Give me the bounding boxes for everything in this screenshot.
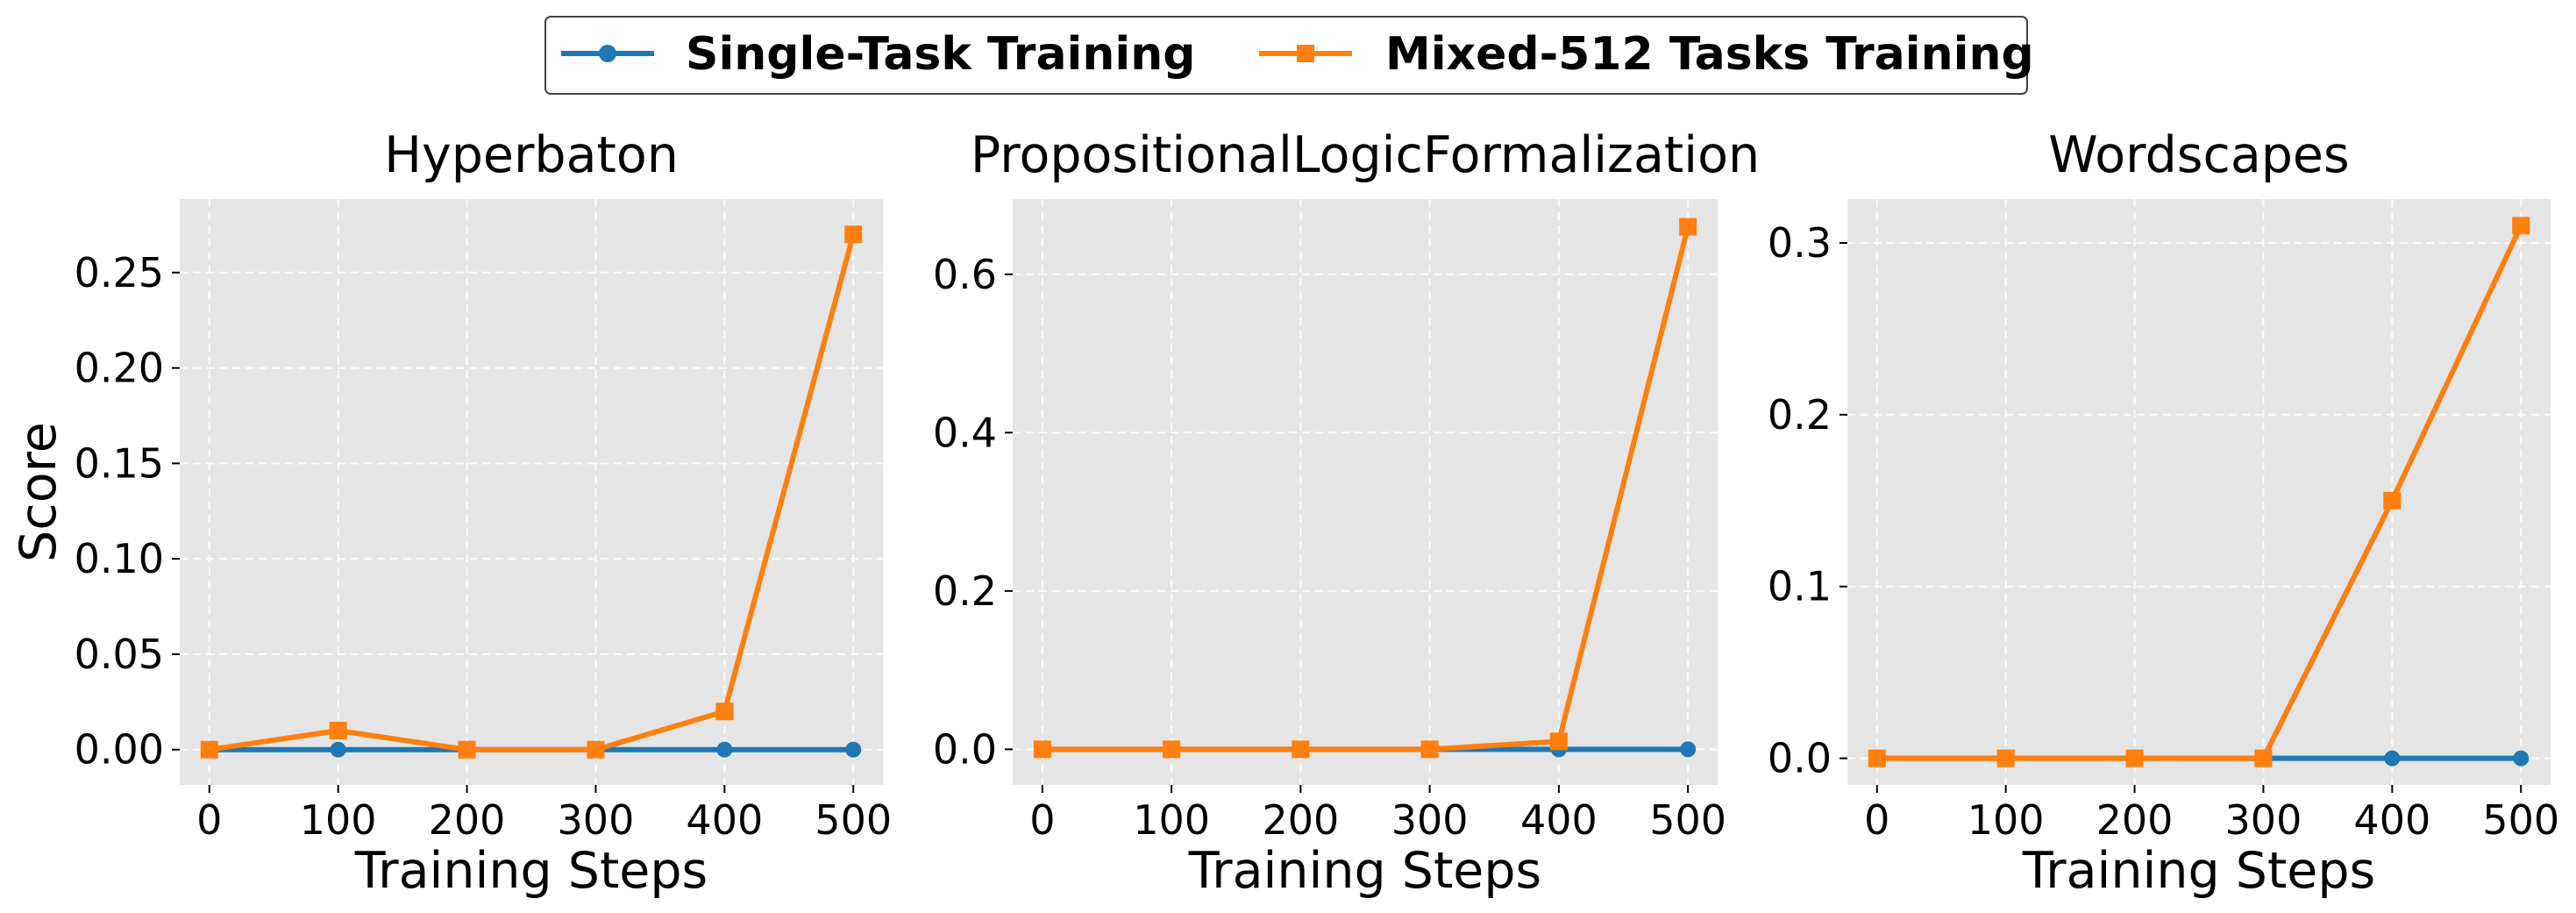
x-axis-label: Training Steps <box>1188 842 1542 900</box>
subplot-title: PropositionalLogicFormalization <box>971 126 1760 184</box>
x-tick-label: 100 <box>1968 796 2045 844</box>
x-tick-label: 0 <box>1864 796 1889 844</box>
legend-marker-circle <box>599 45 616 62</box>
legend-marker-square <box>1297 45 1314 62</box>
x-tick-label: 400 <box>686 796 763 844</box>
axes-layer: 0 100 200 300 400 500 0.0 0.2 0.4 0.6 <box>933 199 1726 844</box>
series-mixed-512-point <box>2125 749 2144 767</box>
series-mixed-512-point <box>715 703 734 721</box>
series-mixed-512-point <box>458 740 476 759</box>
plot-area <box>1013 199 1718 785</box>
series-mixed-512-line <box>1039 224 1691 753</box>
series-mixed-512-point <box>1163 740 1181 759</box>
x-tick-label: 200 <box>1262 796 1339 844</box>
x-tick-label: 500 <box>1649 796 1726 844</box>
x-tick-label: 0 <box>196 796 222 844</box>
series-single-task-point <box>2384 750 2401 767</box>
subplot-wordscapes: Wordscapes 0 100 200 300 400 5000.00.10.20.3 … <box>1768 126 2559 900</box>
y-tick-label: 0.20 <box>75 345 164 392</box>
series-mixed-512-line <box>206 232 857 753</box>
x-tick-label: 200 <box>2096 796 2174 844</box>
series-single-task-point <box>716 741 733 758</box>
y-tick-label: 0.0 <box>933 725 997 773</box>
x-tick-label: 100 <box>300 796 377 844</box>
legend-item-single-task: Single-Task Training <box>561 28 1195 81</box>
y-tick-label: 0.1 <box>1768 563 1832 610</box>
series-mixed-512-point <box>1420 740 1439 759</box>
series-mixed-512-point <box>1292 740 1310 759</box>
x-tick-label: 300 <box>2225 796 2302 844</box>
x-tick-label: 400 <box>2353 796 2430 844</box>
legend-label-single-task: Single-Task Training <box>686 28 1195 81</box>
y-tick-label: 0.4 <box>933 409 997 456</box>
series-mixed-512-point <box>329 721 347 739</box>
series-mixed-512-point <box>1033 740 1051 759</box>
plot-area <box>1847 199 2551 785</box>
y-tick-label: 0.2 <box>933 567 997 615</box>
series-mixed-512-point <box>1868 749 1886 767</box>
series-mixed-512-point <box>844 225 863 244</box>
x-tick-label: 0 <box>1029 796 1055 844</box>
x-tick-label: 100 <box>1133 796 1210 844</box>
y-tick-label: 0.3 <box>1768 219 1832 267</box>
series-single-task-point <box>845 741 862 758</box>
subplot-title: Hyperbaton <box>384 126 679 184</box>
x-tick-label: 400 <box>1520 796 1598 844</box>
x-tick-label: 500 <box>2482 796 2559 844</box>
series-mixed-512-point <box>200 740 218 759</box>
plot-area <box>180 199 883 785</box>
y-tick-label: 0.25 <box>75 249 164 296</box>
y-tick-label: 0.15 <box>75 439 164 487</box>
series-mixed-512-point <box>1549 732 1568 751</box>
subplot-hyperbaton: Hyperbaton 0 100 200 300 400 5000.000.050.100… <box>10 126 892 900</box>
y-tick-label: 0.10 <box>75 535 164 582</box>
y-tick-label: 0.00 <box>75 726 164 774</box>
series-mixed-512-point <box>2254 749 2273 767</box>
series-single-task-point <box>2513 750 2530 767</box>
series-mixed-512-point <box>2383 491 2402 510</box>
series-mixed-512-point <box>1996 749 2015 767</box>
x-tick-label: 500 <box>815 796 892 844</box>
legend-label-mixed-512: Mixed-512 Tasks Training <box>1385 28 2034 81</box>
x-tick-label: 300 <box>558 796 635 844</box>
x-tick-label: 200 <box>429 796 506 844</box>
y-tick-label: 0.6 <box>933 251 997 298</box>
series-mixed-512-point <box>587 740 605 759</box>
y-tick-label: 0.0 <box>1768 735 1832 782</box>
x-axis-label: Training Steps <box>354 842 708 900</box>
axes-layer: 0 100 200 300 400 500 0.0 0.1 0.2 0.3 <box>1768 199 2559 844</box>
axes-layer: 0 100 200 300 400 500 0.00 0.05 0.10 0.15 0.20 0.25 <box>75 199 892 844</box>
subplot-propositional-logic-formalization: PropositionalLogicFormalization 0 100 200 3… <box>933 126 1760 900</box>
x-tick-label: 300 <box>1391 796 1469 844</box>
subplot-title: Wordscapes <box>2048 126 2349 184</box>
y-tick-label: 0.05 <box>75 631 164 678</box>
y-tick-label: 0.2 <box>1768 391 1832 439</box>
series-single-task-point <box>1680 741 1697 758</box>
series-mixed-512-point <box>2512 217 2530 235</box>
series-mixed-512-line <box>1874 223 2524 761</box>
series-single-task-point <box>330 741 346 758</box>
series-mixed-512-point <box>1679 218 1697 236</box>
y-axis-label: Score <box>10 422 68 562</box>
x-axis-label: Training Steps <box>2022 842 2376 900</box>
legend: Single-Task Training Mixed-512 Tasks Tra… <box>544 16 2034 95</box>
legend-item-mixed-512: Mixed-512 Tasks Training <box>1259 28 2034 81</box>
